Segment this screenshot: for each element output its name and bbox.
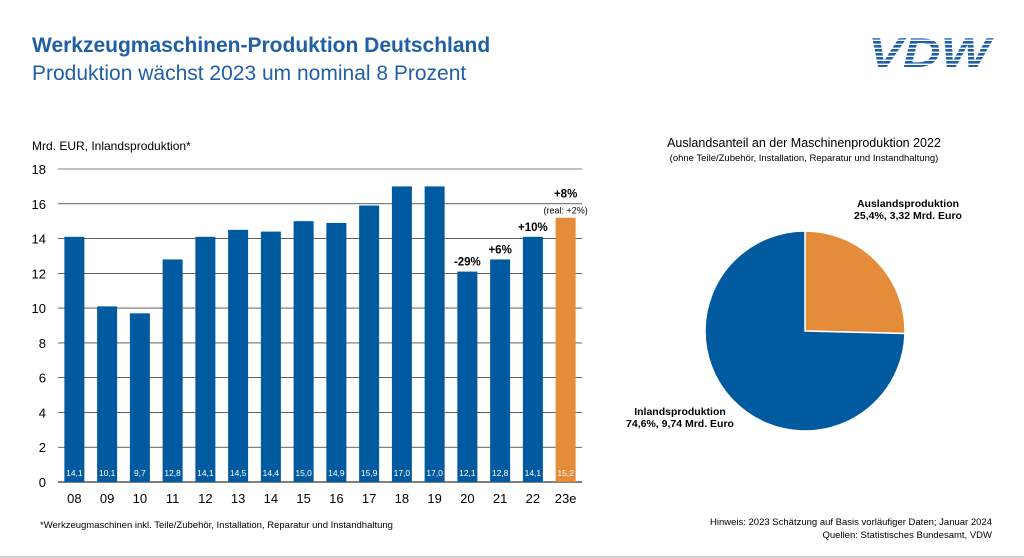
growth-annotation-sub: (real: +2%) bbox=[543, 206, 587, 216]
bar-value-label: 12,1 bbox=[459, 468, 476, 478]
bar bbox=[162, 259, 183, 482]
bar bbox=[129, 313, 150, 482]
bar-value-label: 14,5 bbox=[230, 468, 247, 478]
bar bbox=[555, 217, 576, 482]
x-tick-label: 10 bbox=[133, 491, 147, 506]
bar-value-label: 12,8 bbox=[492, 468, 509, 478]
y-tick-label: 10 bbox=[32, 301, 46, 316]
pie-title: Auslandsanteil an der Maschinenproduktio… bbox=[667, 136, 941, 150]
y-axis-label: Mrd. EUR, Inlandsproduktion* bbox=[32, 139, 191, 153]
bar-value-label: 14,1 bbox=[66, 468, 83, 478]
bar-value-label: 15,2 bbox=[557, 468, 574, 478]
bar bbox=[490, 259, 511, 482]
y-tick-label: 12 bbox=[32, 266, 46, 281]
page-title: Werkzeugmaschinen-Produktion Deutschland bbox=[32, 34, 491, 57]
x-tick-label: 09 bbox=[100, 491, 114, 506]
x-tick-label: 13 bbox=[231, 491, 245, 506]
bar bbox=[457, 271, 478, 482]
x-tick-label: 21 bbox=[493, 491, 507, 506]
bar bbox=[326, 222, 347, 482]
page-subtitle: Produktion wächst 2023 um nominal 8 Proz… bbox=[32, 62, 467, 85]
y-tick-label: 4 bbox=[39, 405, 46, 420]
bar-value-label: 17,0 bbox=[426, 468, 443, 478]
x-tick-label: 19 bbox=[427, 491, 441, 506]
bar-value-label: 14,9 bbox=[328, 468, 345, 478]
bar-chart: Mrd. EUR, Inlandsproduktion* 0 2 4 6 8 10 12 14… bbox=[32, 139, 588, 506]
x-tick-label: 22 bbox=[526, 491, 540, 506]
pie-subtitle: (ohne Teile/Zubehör, Installation, Repar… bbox=[669, 153, 939, 164]
x-tick-label: 18 bbox=[395, 491, 409, 506]
y-tick-label: 8 bbox=[39, 336, 46, 351]
footnote: *Werkzeugmaschinen inkl. Teile/Zubehör, … bbox=[40, 520, 393, 531]
y-tick-label: 6 bbox=[39, 371, 46, 386]
bar bbox=[391, 186, 412, 482]
pie-slice-ausland bbox=[804, 230, 906, 335]
x-tick-label: 11 bbox=[166, 491, 180, 506]
y-tick-label: 14 bbox=[32, 232, 46, 247]
bar-value-label: 14,1 bbox=[525, 468, 542, 478]
bar-value-label: 14,4 bbox=[263, 468, 280, 478]
pie-label-inland-detail: 74,6%, 9,74 Mrd. Euro bbox=[626, 418, 734, 430]
bar-value-label: 14,1 bbox=[197, 468, 214, 478]
y-tick-label: 18 bbox=[32, 162, 46, 177]
logo-text: VDW bbox=[868, 33, 994, 71]
bar-value-label: 10,1 bbox=[99, 468, 116, 478]
vdw-logo: VDW bbox=[868, 33, 994, 71]
x-tick-label: 14 bbox=[264, 491, 278, 506]
bar bbox=[293, 221, 314, 482]
sources-text: Quellen: Statistisches Bundesamt, VDW bbox=[822, 530, 993, 541]
bar bbox=[195, 236, 216, 482]
x-tick-label: 23e bbox=[555, 491, 577, 506]
y-tick-label: 0 bbox=[39, 475, 46, 490]
x-tick-label: 17 bbox=[362, 491, 376, 506]
pie-label-ausland: Auslandsproduktion 25,4%, 3,32 Mrd. Euro bbox=[818, 198, 998, 222]
bar bbox=[97, 306, 118, 482]
bar-value-label: 17,0 bbox=[394, 468, 411, 478]
bottom-divider bbox=[0, 556, 1024, 558]
bar bbox=[522, 236, 543, 482]
x-tick-label: 16 bbox=[329, 491, 343, 506]
x-tick-label: 12 bbox=[198, 491, 212, 506]
pie-label-ausland-name: Auslandsproduktion bbox=[856, 198, 960, 210]
pie-slice-inland bbox=[704, 230, 906, 432]
bar bbox=[424, 186, 445, 482]
hint-text: Hinweis: 2023 Schätzung auf Basis vorläu… bbox=[709, 517, 992, 528]
growth-annotation: +6% bbox=[488, 244, 511, 256]
x-tick-label: 15 bbox=[296, 491, 310, 506]
bar-value-label: 15,0 bbox=[295, 468, 312, 478]
y-tick-label: 2 bbox=[39, 440, 46, 455]
growth-annotation: +10% bbox=[518, 222, 548, 234]
pie-label-inland-name: Inlandsproduktion bbox=[634, 406, 726, 418]
growth-annotation: +8% bbox=[554, 189, 577, 201]
bar bbox=[359, 205, 380, 482]
x-tick-label: 20 bbox=[460, 491, 474, 506]
bar-value-label: 12,8 bbox=[164, 468, 181, 478]
bar bbox=[260, 231, 281, 482]
y-tick-label: 16 bbox=[32, 197, 46, 212]
pie-label-inland: Inlandsproduktion 74,6%, 9,74 Mrd. Euro bbox=[590, 406, 770, 430]
source-note: Hinweis: 2023 Schätzung auf Basis vorläu… bbox=[710, 516, 992, 542]
x-tick-label: 08 bbox=[67, 491, 81, 506]
growth-annotation: -29% bbox=[454, 257, 481, 269]
bar-value-label: 15,9 bbox=[361, 468, 378, 478]
bar-value-label: 9,7 bbox=[134, 468, 146, 478]
bar bbox=[64, 236, 85, 482]
pie-chart bbox=[704, 230, 906, 432]
pie-label-ausland-detail: 25,4%, 3,32 Mrd. Euro bbox=[854, 210, 962, 222]
bar bbox=[228, 229, 249, 482]
